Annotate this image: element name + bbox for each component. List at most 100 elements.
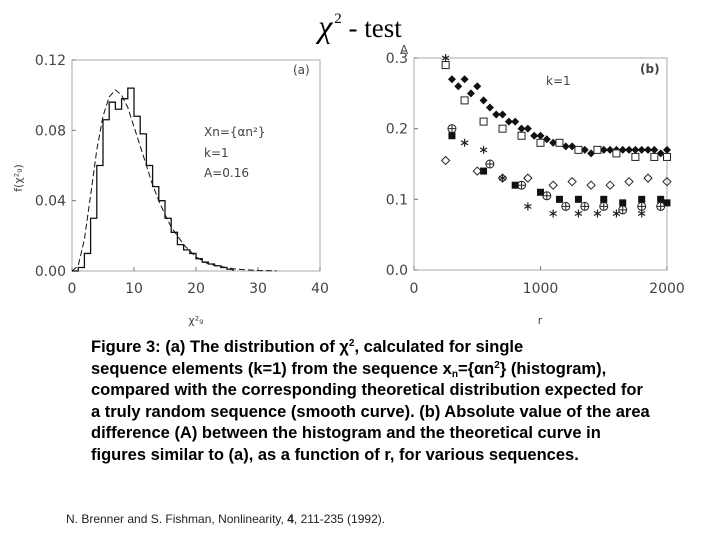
figure-panels: (a) 0 10 20 30 400.000.040.080.12 Xn={αn²} k…: [12, 43, 685, 327]
panel-b-point-circle-plus: [580, 201, 590, 211]
panel-b-point-filled-diamond: [479, 96, 488, 105]
panel-b-point-open-square: [479, 117, 488, 126]
panel-b-point-circle-plus: [618, 205, 628, 215]
title-rest: - test: [341, 13, 402, 43]
panel-a-label: (a): [293, 63, 310, 77]
caption-line2-c: }: [499, 359, 507, 378]
panel-b-point-circle-plus: [599, 201, 609, 211]
panel-b-point-filled-diamond: [542, 135, 551, 144]
panel-b-point-filled-diamond: [530, 131, 539, 140]
panel-b-point-filled-diamond: [631, 145, 640, 154]
panel-a-x-tick-label: 0: [68, 281, 77, 297]
panel-b-point-filled-diamond: [606, 145, 615, 154]
panel-b-point-circle-plus: [542, 191, 552, 201]
panel-b-point-filled-diamond: [663, 145, 671, 154]
caption-line1-a: Figure 3: (a) The distribution of χ: [91, 338, 349, 356]
panel-b-point-circle-plus: [561, 201, 571, 211]
panel-a-x-tick-label: 30: [249, 281, 267, 297]
panel-a-y-tick-label: 0.04: [35, 194, 66, 210]
panel-b-point-asterisk: [460, 138, 469, 147]
citation-authors: N. Brenner and S. Fishman, Nonlinearity,: [66, 512, 288, 526]
panel-b-point-asterisk: [549, 209, 557, 218]
panel-b-point-filled-square: [657, 195, 665, 203]
caption-line2-sub: n: [451, 368, 458, 380]
panel-b-point-open-square: [574, 145, 583, 154]
panel-b-point-circle-plus: [656, 201, 666, 211]
panel-a-x-tick-label: 10: [125, 281, 143, 297]
panel-b-point-filled-diamond: [650, 145, 659, 154]
panel-b-point-open-diamond: [567, 176, 577, 187]
panel-b-point-open-square: [536, 138, 545, 147]
panel-b-point-filled-diamond: [625, 145, 634, 154]
panel-b-point-circle-plus: [517, 180, 527, 190]
panel-b-point-filled-diamond: [656, 149, 665, 158]
panel-b-point-filled-square: [600, 195, 608, 203]
panel-a-y-tick-label: 0.08: [35, 123, 66, 139]
panel-b-ylabel: A: [400, 43, 409, 57]
panel-a-xlabel: χ²₉: [188, 314, 203, 327]
panel-b-point-filled-diamond: [580, 145, 589, 154]
panel-b-point-filled-diamond: [492, 110, 501, 119]
panel-b-point-filled-diamond: [549, 138, 558, 147]
panel-b-x-tick-label: 0: [410, 281, 419, 297]
panel-b-point-open-square: [555, 138, 564, 147]
panel-b-point-open-diamond: [440, 155, 451, 166]
citation-volume: 4: [287, 512, 294, 526]
panel-a-y-tick-label: 0.00: [35, 264, 66, 280]
panel-b: (b) k=1 A r 0 1000 2000 0.0 0.1 0.2 0.3: [386, 43, 685, 327]
panel-b-point-open-square: [441, 61, 450, 70]
panel-a-theory-curve: [71, 89, 277, 272]
panel-b-point-open-square: [593, 145, 602, 154]
panel-b-point-filled-diamond: [523, 124, 532, 133]
panel-b-point-filled-square: [480, 167, 488, 175]
panel-a-annotation-a: A=0.16: [204, 166, 249, 180]
panel-b-y-tick-label: 0.0: [386, 263, 408, 279]
panel-b-point-open-diamond: [472, 166, 482, 176]
caption-line2-sup: 2: [494, 359, 500, 371]
panel-b-point-filled-square: [555, 195, 563, 203]
panel-b-y-tick-label: 0.3: [386, 51, 408, 67]
panel-b-point-filled-diamond: [454, 82, 463, 91]
panel-a-frame: [71, 59, 321, 272]
panel-a-ylabel: f(χ²₉): [12, 164, 25, 192]
panel-b-frame: [413, 57, 668, 271]
title-superscript: 2: [334, 11, 342, 27]
panel-b-x-tick-label: 1000: [523, 281, 559, 297]
panel-b-point-filled-diamond: [637, 145, 646, 154]
panel-b-point-filled-square: [448, 132, 456, 140]
panel-a-x-tick-label: 40: [311, 281, 329, 297]
panel-b-point-filled-diamond: [568, 142, 577, 151]
panel-b-point-open-square: [650, 152, 659, 161]
panel-b-point-open-diamond: [662, 176, 672, 187]
caption-line2-a: sequence elements (k=1) from the sequenc…: [91, 359, 452, 378]
panel-b-point-filled-diamond: [517, 124, 526, 133]
caption-line1-sup: 2: [348, 338, 355, 349]
panel-b-point-filled-square: [638, 195, 646, 203]
panel-b-point-filled-square: [511, 181, 519, 189]
panel-b-y-tick-label: 0.1: [386, 192, 408, 208]
panel-b-point-circle-plus: [447, 124, 457, 134]
panel-b-annotation-k: k=1: [546, 74, 571, 88]
panel-b-point-filled-diamond: [587, 149, 596, 158]
panel-b-point-filled-square: [574, 195, 582, 203]
panel-b-point-asterisk: [637, 209, 646, 218]
panel-a-x-tick-label: 20: [187, 281, 205, 297]
panel-b-point-asterisk: [593, 209, 602, 218]
panel-a-annotation-seq: Xn={αn²}: [204, 125, 265, 139]
panel-b-point-circle-plus: [485, 159, 495, 169]
panel-b-point-filled-diamond: [599, 145, 608, 154]
panel-b-point-filled-diamond: [473, 82, 482, 91]
figure-caption: Figure 3: (a) The distribution of χ2, ca…: [91, 337, 651, 466]
panel-b-label: (b): [640, 62, 660, 76]
panel-b-point-filled-diamond: [511, 117, 520, 126]
caption-rest: (histogram), compared with the correspon…: [91, 359, 650, 464]
panel-b-point-asterisk: [574, 209, 583, 218]
caption-line2-b: ={αn: [457, 359, 495, 378]
panel-b-x-tick-label: 2000: [649, 281, 685, 297]
panel-b-point-open-diamond: [624, 176, 634, 187]
panel-b-point-filled-diamond: [644, 145, 653, 154]
panel-b-point-filled-diamond: [447, 75, 456, 84]
panel-b-xlabel: r: [538, 314, 543, 327]
panel-b-point-filled-diamond: [498, 110, 507, 119]
